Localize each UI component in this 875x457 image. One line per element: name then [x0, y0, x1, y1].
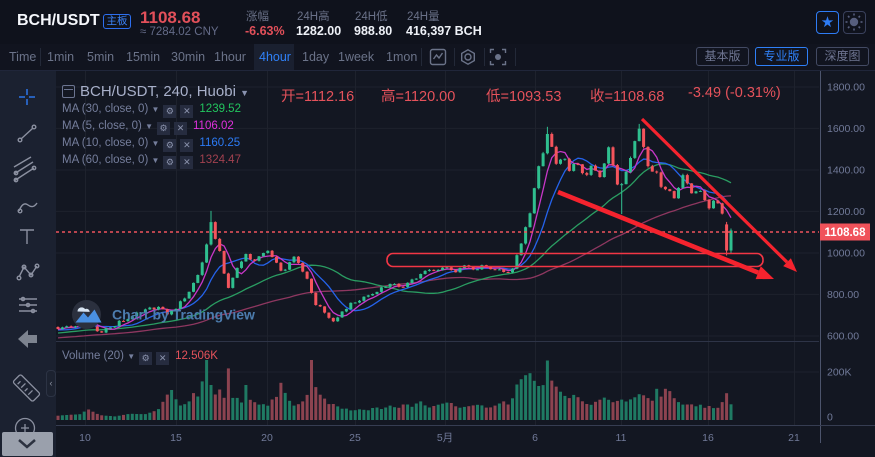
svg-text:16: 16: [702, 432, 714, 444]
svg-text:10: 10: [79, 432, 91, 444]
svg-text:1400.00: 1400.00: [827, 165, 865, 177]
svg-text:1108.68: 1108.68: [825, 227, 867, 239]
svg-text:6: 6: [532, 432, 538, 444]
svg-text:1000.00: 1000.00: [827, 248, 865, 260]
svg-text:0: 0: [827, 412, 833, 424]
svg-text:15: 15: [170, 432, 182, 444]
svg-text:20: 20: [261, 432, 273, 444]
svg-text:25: 25: [349, 432, 361, 444]
svg-text:11: 11: [616, 432, 627, 444]
svg-text:Chart by TradingView: Chart by TradingView: [112, 307, 255, 323]
svg-text:1600.00: 1600.00: [827, 123, 865, 135]
svg-text:1800.00: 1800.00: [827, 82, 865, 94]
svg-text:5月: 5月: [437, 432, 453, 444]
svg-text:800.00: 800.00: [827, 289, 859, 301]
svg-text:1200.00: 1200.00: [827, 206, 865, 218]
svg-text:21: 21: [788, 432, 800, 444]
svg-text:600.00: 600.00: [827, 331, 859, 343]
svg-text:200K: 200K: [827, 367, 852, 379]
